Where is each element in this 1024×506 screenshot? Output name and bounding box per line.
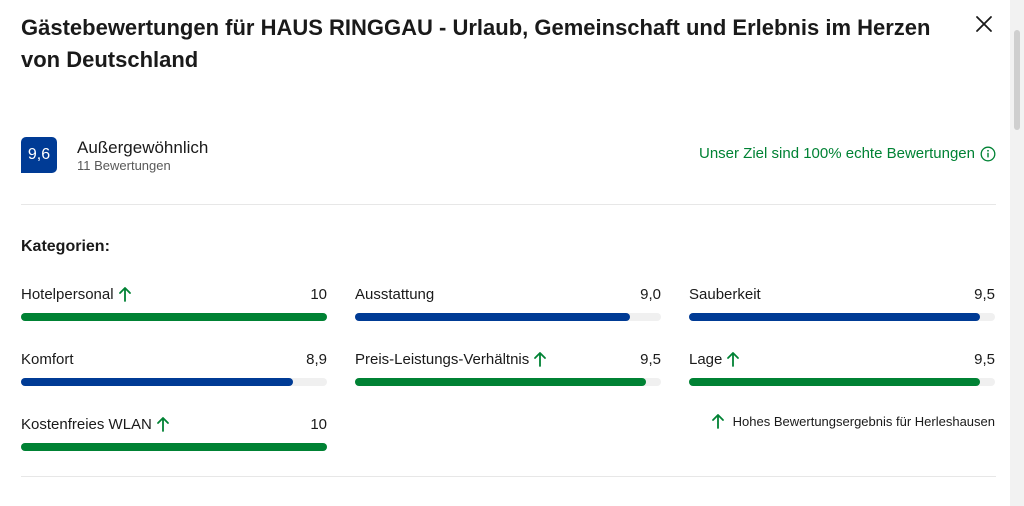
- high-score-note: Hohes Bewertungsergebnis für Herleshause…: [711, 413, 995, 429]
- info-icon[interactable]: [980, 146, 996, 162]
- category-sauberkeit: Sauberkeit 9,5: [689, 284, 995, 321]
- scrollbar-thumb[interactable]: [1014, 30, 1020, 130]
- arrow-up-icon: [727, 352, 740, 367]
- category-label-text: Lage: [689, 350, 723, 368]
- review-count: 11 Bewertungen: [77, 158, 171, 173]
- arrow-up-icon: [156, 417, 169, 432]
- score-bar: [21, 378, 327, 386]
- category-score: 9,5: [974, 285, 995, 303]
- dialog-title: Gästebewertungen für HAUS RINGGAU - Urla…: [21, 15, 931, 72]
- category-label-text: Hotelpersonal: [21, 285, 114, 303]
- score-bar: [21, 443, 327, 451]
- genuine-reviews-link[interactable]: Unser Ziel sind 100% echte Bewertungen: [699, 145, 996, 162]
- category-label-text: Preis-Leistungs-Verhältnis: [355, 350, 530, 368]
- high-score-note-text: Hohes Bewertungsergebnis für Herleshause…: [732, 413, 995, 429]
- category-label: Komfort: [21, 351, 74, 368]
- category-score: 8,9: [306, 350, 327, 368]
- category-label: Ausstattung: [355, 286, 434, 303]
- divider: [21, 204, 996, 205]
- category-lage: Lage 9,5: [689, 349, 995, 386]
- divider: [21, 476, 996, 477]
- close-icon: [976, 16, 992, 32]
- category-kostenfreies-wlan: Kostenfreies WLAN 10: [21, 414, 327, 451]
- rating-word: Außergewöhnlich: [77, 138, 209, 157]
- category-komfort: Komfort 8,9: [21, 349, 327, 386]
- category-score: 9,5: [640, 350, 661, 368]
- scrollbar[interactable]: [1010, 0, 1024, 506]
- category-label-text: Ausstattung: [355, 285, 435, 303]
- score-bar-fill: [21, 313, 327, 321]
- category-label: Lage: [689, 351, 740, 368]
- score-bar-fill: [355, 313, 631, 321]
- category-label: Kostenfreies WLAN: [21, 416, 170, 433]
- score-badge: 9,6: [21, 137, 57, 173]
- category-ausstattung: Ausstattung 9,0: [355, 284, 661, 321]
- genuine-reviews-text: Unser Ziel sind 100% echte Bewertungen: [699, 145, 975, 162]
- category-label: Preis-Leistungs-Verhältnis: [355, 351, 547, 368]
- arrow-up-icon: [534, 352, 547, 367]
- category-score: 10: [310, 285, 327, 303]
- category-label-text: Sauberkeit: [689, 285, 761, 303]
- score-bar: [689, 378, 995, 386]
- categories-heading: Kategorien:: [21, 238, 110, 255]
- score-bar-fill: [689, 313, 980, 321]
- close-button[interactable]: [972, 12, 996, 36]
- category-score: 10: [310, 415, 327, 433]
- score-bar-fill: [355, 378, 646, 386]
- score-bar-fill: [689, 378, 980, 386]
- category-hotelpersonal: Hotelpersonal 10: [21, 284, 327, 321]
- score-bar: [689, 313, 995, 321]
- category-label: Hotelpersonal: [21, 286, 132, 303]
- score-bar-fill: [21, 378, 294, 386]
- score-bar: [355, 313, 661, 321]
- category-label-text: Kostenfreies WLAN: [21, 415, 152, 433]
- category-score: 9,0: [640, 285, 661, 303]
- arrow-up-icon: [118, 287, 131, 302]
- category-score: 9,5: [974, 350, 995, 368]
- arrow-up-icon: [711, 414, 724, 429]
- category-label: Sauberkeit: [689, 286, 761, 303]
- score-bar: [355, 378, 661, 386]
- category-preis-leistungs-verhältnis: Preis-Leistungs-Verhältnis 9,5: [355, 349, 661, 386]
- score-bar: [21, 313, 327, 321]
- score-bar-fill: [21, 443, 327, 451]
- category-label-text: Komfort: [21, 350, 74, 368]
